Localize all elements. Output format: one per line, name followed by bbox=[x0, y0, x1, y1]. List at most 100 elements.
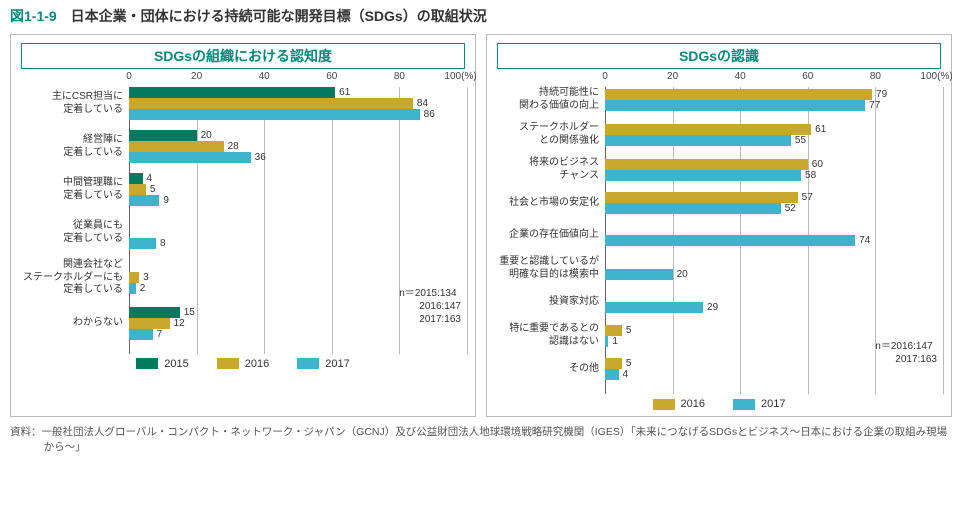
bar-value: 5 bbox=[150, 184, 156, 195]
bar bbox=[605, 100, 865, 111]
axis-tick: 20 bbox=[191, 71, 202, 82]
left-chart-panel: SDGsの組織における認知度020406080100(%)主にCSR担当に定着し… bbox=[10, 34, 476, 417]
bar bbox=[129, 318, 170, 329]
bar-value: 57 bbox=[802, 192, 813, 203]
chart-title: SDGsの組織における認知度 bbox=[22, 46, 464, 66]
axis-tick: 100(%) bbox=[920, 71, 952, 82]
legend-item: 2015 bbox=[136, 358, 188, 370]
bar bbox=[129, 272, 139, 283]
bar-value: 15 bbox=[184, 307, 195, 318]
legend-item: 2017 bbox=[297, 358, 349, 370]
legend: 2015 2016 2017 bbox=[11, 354, 475, 376]
legend-label: 2017 bbox=[761, 398, 785, 410]
bar bbox=[605, 369, 619, 380]
legend-swatch bbox=[217, 358, 239, 369]
bar bbox=[605, 159, 808, 170]
chart-title: SDGsの認識 bbox=[498, 46, 940, 66]
bar bbox=[129, 109, 420, 120]
axis-tick: 60 bbox=[326, 71, 337, 82]
category-row: 従業員にも定着している8 bbox=[11, 216, 467, 249]
legend-swatch bbox=[297, 358, 319, 369]
bar bbox=[605, 325, 622, 336]
category-label: 重要と認識しているが明確な目的は模索中 bbox=[487, 256, 605, 281]
sample-size-note: n＝2016:147 2017:163 bbox=[875, 340, 937, 366]
bar bbox=[129, 173, 143, 184]
bar bbox=[605, 302, 703, 313]
axis-tick: 80 bbox=[394, 71, 405, 82]
axis-tick: 40 bbox=[259, 71, 270, 82]
axis-tick: 0 bbox=[602, 71, 608, 82]
category-label: ステークホルダーとの関係強化 bbox=[487, 122, 605, 147]
bar bbox=[605, 89, 872, 100]
legend-swatch bbox=[136, 358, 158, 369]
category-label: わからない bbox=[11, 317, 129, 330]
bar-value: 4 bbox=[623, 369, 629, 380]
category-label: 将来のビジネスチャンス bbox=[487, 157, 605, 182]
axis-tick: 100(%) bbox=[444, 71, 476, 82]
bar-value: 1 bbox=[612, 336, 618, 347]
category-label: その他 bbox=[487, 363, 605, 376]
source-note: 資料：一般社団法人グローバル・コンパクト・ネットワーク・ジャパン（GCNJ）及び… bbox=[10, 425, 952, 455]
bar bbox=[129, 195, 159, 206]
category-label: 企業の存在価値向上 bbox=[487, 229, 605, 242]
legend-label: 2016 bbox=[681, 398, 705, 410]
bar bbox=[129, 152, 251, 163]
bar-value: 28 bbox=[228, 141, 239, 152]
bar bbox=[605, 135, 791, 146]
bar bbox=[129, 307, 180, 318]
category-label: 従業員にも定着している bbox=[11, 220, 129, 245]
bar bbox=[129, 141, 224, 152]
legend-item: 2017 bbox=[733, 398, 785, 410]
category-row: 社会と市場の安定化5752 bbox=[487, 192, 943, 214]
bar bbox=[605, 235, 855, 246]
bar bbox=[129, 184, 146, 195]
sample-size-note: n＝2015:134 2016:147 2017:163 bbox=[399, 287, 461, 326]
category-row: 将来のビジネスチャンス 6058 bbox=[487, 157, 943, 182]
category-label: 持続可能性に関わる価値の向上 bbox=[487, 87, 605, 112]
bar-value: 60 bbox=[812, 159, 823, 170]
bar-value: 3 bbox=[143, 272, 149, 283]
bar-value: 79 bbox=[876, 89, 887, 100]
bar bbox=[605, 124, 811, 135]
legend-label: 2016 bbox=[245, 358, 269, 370]
bar bbox=[605, 170, 801, 181]
axis-tick: 60 bbox=[802, 71, 813, 82]
bar-value: 84 bbox=[417, 98, 428, 109]
category-row: ステークホルダーとの関係強化6155 bbox=[487, 122, 943, 147]
category-row: 持続可能性に関わる価値の向上 7977 bbox=[487, 87, 943, 112]
bar bbox=[129, 130, 197, 141]
charts-container: SDGsの組織における認知度 0 20 40 60 80 100(%) 主にCSR担当に定着し… bbox=[10, 34, 952, 417]
bar bbox=[129, 329, 153, 340]
category-row: 経営陣に定着している202836 bbox=[11, 130, 467, 163]
category-label: 関連会社などステークホルダーにも定着している bbox=[11, 259, 129, 297]
category-label: 中間管理職に定着している bbox=[11, 177, 129, 202]
category-label: 特に重要であるとの認識はない bbox=[487, 323, 605, 348]
source-text: 資料：一般社団法人グローバル・コンパクト・ネットワーク・ジャパン（GCNJ）及び… bbox=[10, 425, 952, 455]
category-label: 投資家対応 bbox=[487, 296, 605, 309]
bar-value: 5 bbox=[626, 358, 632, 369]
category-row: 投資家対応29 bbox=[487, 291, 943, 313]
category-label: 経営陣に定着している bbox=[11, 134, 129, 159]
bar-value: 20 bbox=[201, 130, 212, 141]
category-label: 社会と市場の安定化 bbox=[487, 197, 605, 210]
axis-tick: 20 bbox=[667, 71, 678, 82]
bar-value: 4 bbox=[147, 173, 153, 184]
legend-item: 2016 bbox=[653, 398, 705, 410]
bar-value: 12 bbox=[174, 318, 185, 329]
bar-value: 77 bbox=[869, 100, 880, 111]
legend-swatch bbox=[653, 399, 675, 410]
category-label: 主にCSR担当に定着している bbox=[11, 91, 129, 116]
figure-number: 図1-1-9 bbox=[10, 8, 57, 24]
bar bbox=[129, 283, 136, 294]
bar-value: 9 bbox=[163, 195, 169, 206]
legend-label: 2015 bbox=[164, 358, 188, 370]
bar bbox=[605, 336, 608, 347]
bar-value: 86 bbox=[424, 109, 435, 120]
category-row: 企業の存在価値向上74 bbox=[487, 224, 943, 246]
category-row: 主にCSR担当に定着している 61 8486 bbox=[11, 87, 467, 120]
legend-item: 2016 bbox=[217, 358, 269, 370]
bar-value: 58 bbox=[805, 170, 816, 181]
bar-value: 61 bbox=[815, 124, 826, 135]
figure-title-text: 日本企業・団体における持続可能な開発目標（SDGs）の取組状況 bbox=[71, 8, 487, 24]
bar-value: 61 bbox=[339, 87, 350, 98]
